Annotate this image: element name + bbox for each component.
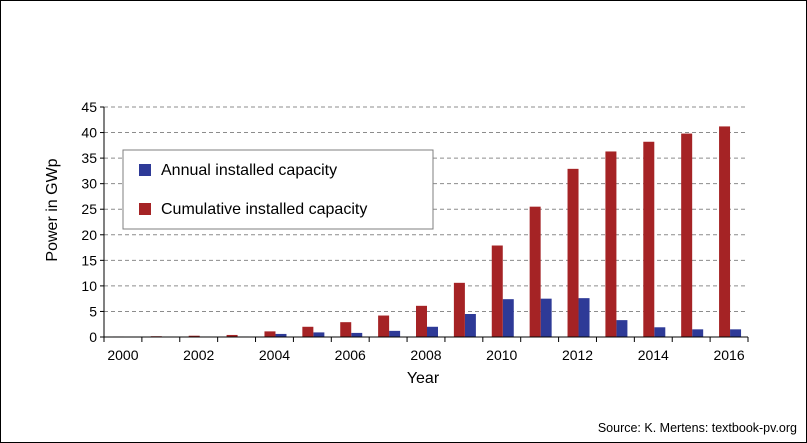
bar-cumulative: [605, 151, 617, 337]
bar-annual: [540, 298, 552, 337]
y-tick-label: 5: [89, 303, 97, 319]
axes: [103, 107, 748, 338]
x-tick-label: 2008: [410, 347, 441, 363]
y-tick-label: 10: [81, 278, 97, 294]
y-tick-label: 20: [81, 227, 97, 243]
bar-annual: [692, 329, 704, 337]
y-tick-label: 45: [81, 99, 97, 115]
y-tick-label: 30: [81, 176, 97, 192]
y-tick-labels: 0 5 10 15 20 25 30 35 40 45: [81, 99, 104, 345]
bar-annual: [313, 332, 325, 337]
bar-annual: [654, 327, 666, 337]
bar-annual: [730, 329, 742, 337]
x-tick-label: 2002: [183, 347, 214, 363]
bar-annual: [275, 333, 287, 337]
y-tick-label: 35: [81, 150, 97, 166]
y-tick-label: 15: [81, 252, 97, 268]
bar-cumulative: [719, 126, 731, 337]
bar-cumulative: [340, 322, 352, 337]
bar-annual: [351, 332, 363, 337]
bar-cumulative: [529, 206, 541, 337]
legend-label-cumulative: Cumulative installed capacity: [161, 201, 367, 218]
x-axis-label: Year: [407, 370, 440, 387]
bar-cumulative: [643, 141, 655, 337]
bar-cumulative: [453, 282, 465, 337]
bar-cumulative: [491, 245, 503, 337]
bar-annual: [389, 330, 401, 337]
bar-annual: [616, 320, 628, 337]
source-caption: Source: K. Mertens: textbook-pv.org: [597, 421, 797, 435]
bar-cumulative: [567, 168, 579, 337]
bar-cumulative: [416, 305, 427, 337]
legend-swatch-cumulative: [139, 203, 151, 215]
bar-cumulative: [302, 326, 314, 337]
bar-cumulative: [378, 315, 390, 337]
bar-cumulative: [188, 335, 200, 337]
y-tick-label: 40: [81, 125, 97, 141]
bar-annual: [427, 326, 438, 337]
x-tick-label: 2014: [638, 347, 669, 363]
x-tick-label: 2012: [562, 347, 593, 363]
bar-cumulative: [226, 334, 238, 337]
bar-annual: [464, 314, 476, 337]
x-tick-label: 2016: [713, 347, 744, 363]
bars: [112, 126, 742, 337]
x-tick-label: 2000: [107, 347, 138, 363]
legend-swatch-annual: [139, 164, 151, 176]
bar-annual: [502, 299, 514, 337]
x-tick-labels: 2000 2002 2004 2006 2008 2010 2012 2014 2016: [103, 337, 749, 363]
y-axis-label: Power in GWp: [44, 158, 61, 261]
legend-box: [122, 149, 434, 230]
y-tick-label: 25: [81, 201, 97, 217]
legend-label-annual: Annual installed capacity: [161, 162, 337, 179]
x-tick-label: 2010: [486, 347, 517, 363]
x-tick-label: 2004: [259, 347, 290, 363]
bar-annual: [578, 298, 590, 337]
x-tick-label: 2006: [335, 347, 366, 363]
bar-cumulative: [681, 133, 693, 337]
bar-cumulative: [264, 331, 276, 337]
legend: Annual installed capacity Cumulative ins…: [122, 149, 434, 230]
y-tick-label: 0: [89, 329, 97, 345]
